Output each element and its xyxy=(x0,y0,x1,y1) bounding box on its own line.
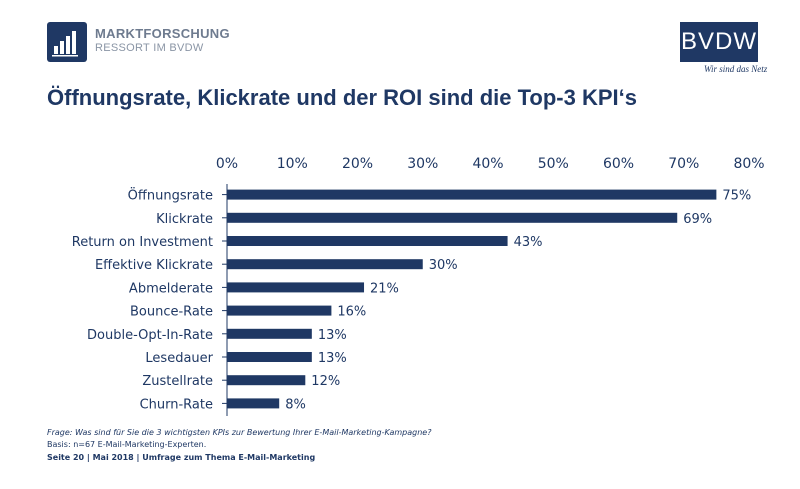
footer-page-info: Seite 20 | Mai 2018 | Umfrage zum Thema … xyxy=(47,453,316,462)
x-tick-label: 10% xyxy=(277,156,308,172)
category-label: Churn-Rate xyxy=(140,397,213,412)
bvdw-logo: BVDW xyxy=(680,22,758,62)
x-tick-label: 60% xyxy=(603,156,634,172)
bar xyxy=(227,375,306,386)
data-label: 43% xyxy=(514,235,543,250)
x-tick-label: 70% xyxy=(668,156,699,172)
category-label: Lesedauer xyxy=(145,351,213,366)
logo-line1: MARKTFORSCHUNG xyxy=(95,26,230,41)
data-label: 13% xyxy=(318,328,347,343)
bar xyxy=(227,236,508,246)
data-label: 8% xyxy=(285,397,306,412)
category-label: Effektive Klickrate xyxy=(95,258,213,273)
bar xyxy=(227,189,717,200)
data-label: 69% xyxy=(683,212,712,227)
data-label: 13% xyxy=(318,351,347,366)
x-tick-label: 50% xyxy=(538,156,569,172)
data-label: 12% xyxy=(311,374,340,389)
chart-title: Öffnungsrate, Klickrate und der ROI sind… xyxy=(47,85,638,110)
marktforschung-logo-icon xyxy=(47,22,87,62)
data-label: 30% xyxy=(429,258,458,273)
x-tick-label: 30% xyxy=(407,156,438,172)
x-tick-label: 80% xyxy=(733,156,764,172)
bar xyxy=(227,398,280,409)
category-label: Bounce-Rate xyxy=(130,305,213,320)
x-tick-label: 20% xyxy=(342,156,373,172)
bar xyxy=(227,305,332,316)
category-label: Zustellrate xyxy=(142,374,213,389)
bar xyxy=(227,282,365,293)
category-label: Abmelderate xyxy=(129,281,213,296)
bar xyxy=(227,212,678,223)
category-label: Return on Investment xyxy=(72,235,213,250)
category-label: Double-Opt-In-Rate xyxy=(87,328,213,343)
category-label: Klickrate xyxy=(156,212,213,227)
bar xyxy=(227,328,312,339)
bvdw-tagline: Wir sind das Netz xyxy=(704,64,768,74)
footnote-question: Frage: Was sind für Sie die 3 wichtigste… xyxy=(47,428,432,437)
bar xyxy=(227,259,423,270)
data-label: 21% xyxy=(370,281,399,296)
data-label: 16% xyxy=(337,305,366,320)
bar xyxy=(227,352,312,362)
data-label: 75% xyxy=(722,189,751,204)
category-label: Öffnungsrate xyxy=(128,187,213,204)
x-tick-label: 40% xyxy=(472,156,503,172)
footnote-basis: Basis: n=67 E-Mail-Marketing-Experten. xyxy=(47,440,207,449)
logo-line2: RESSORT IM BVDW xyxy=(95,42,204,54)
x-tick-label: 0% xyxy=(216,156,238,172)
